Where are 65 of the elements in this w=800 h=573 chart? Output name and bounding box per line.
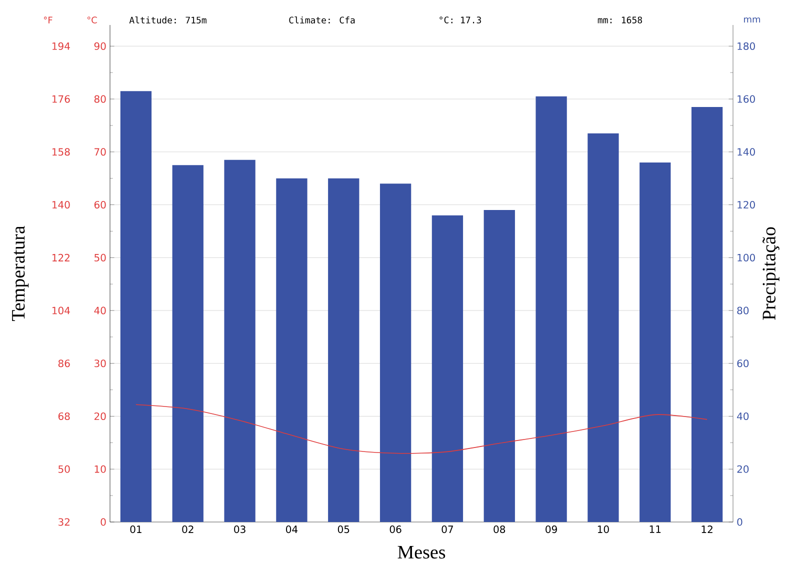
y2-tick-label: 100 [738, 254, 755, 262]
x-axis-title: Meses [398, 546, 446, 559]
y3-tick-label: 122 [52, 254, 70, 262]
y3-tick-label: 140 [52, 200, 70, 209]
bar [484, 210, 515, 522]
y-axis-title: Temperatura [12, 226, 29, 322]
text: °C [87, 16, 97, 24]
x-tick-label: 01 [130, 526, 142, 534]
y2-tick-label: 20 [737, 465, 749, 473]
x-tick-label: 03 [234, 526, 246, 534]
x-tick-label: 06 [390, 526, 402, 534]
x-tick-label: 08 [494, 526, 506, 534]
text: Altitude: 715m [129, 16, 206, 24]
x-tick-label: 07 [442, 526, 453, 534]
line-series [136, 404, 708, 454]
y2-axis-title: Precipitação [762, 227, 780, 320]
y-tick-label: 80 [94, 95, 106, 103]
bar [328, 178, 360, 522]
bar [588, 133, 619, 522]
text: °C: 17.3 [440, 16, 481, 24]
bar [172, 165, 204, 522]
y-tick-label: 20 [94, 412, 106, 420]
x-tick-label: 12 [702, 526, 712, 533]
y3-tick-label: 86 [58, 360, 70, 368]
y3-tick-label: 176 [52, 95, 70, 103]
x-tick-label: 10 [598, 526, 609, 534]
bar [224, 160, 256, 522]
text: °F [44, 16, 52, 24]
y-tick-label: 50 [94, 254, 106, 262]
bar [640, 162, 671, 522]
bar [432, 215, 464, 522]
bar [380, 184, 412, 522]
y3-tick-label: 158 [52, 148, 70, 156]
y2-tick-label: 120 [738, 200, 755, 209]
y-tick-label: 10 [94, 465, 106, 473]
x-tick-label: 11 [650, 526, 661, 533]
text: mm: 1658 [598, 16, 642, 24]
x-tick-label: 05 [338, 526, 350, 534]
x-tick-label: 09 [546, 526, 557, 534]
y2-tick-label: 140 [738, 148, 755, 156]
y-tick-label: 90 [94, 42, 106, 50]
text: mm [744, 17, 760, 23]
y-tick-label: 40 [94, 306, 106, 314]
y2-tick-label: 60 [737, 360, 749, 368]
y3-tick-label: 32 [58, 518, 70, 526]
y2-tick-label: 0 [737, 518, 742, 526]
text: Climate: Cfa [289, 16, 355, 24]
y2-tick-label: 40 [737, 412, 749, 420]
y2-tick-label: 80 [737, 306, 749, 314]
bar [691, 106, 723, 522]
y-tick-label: 60 [94, 200, 106, 209]
x-tick-label: 04 [286, 526, 298, 534]
y3-tick-label: 50 [58, 465, 70, 473]
y-tick-label: 70 [94, 148, 106, 156]
y3-tick-label: 194 [52, 42, 70, 50]
y-tick-label: 30 [94, 360, 106, 368]
y2-tick-label: 160 [738, 95, 755, 103]
bar [276, 178, 308, 522]
bar [120, 91, 152, 522]
y3-tick-label: 104 [52, 306, 70, 314]
y3-tick-label: 68 [58, 412, 70, 420]
bar [536, 96, 567, 522]
x-tick-label: 02 [182, 526, 194, 534]
y-tick-label: 0 [100, 518, 106, 526]
y2-tick-label: 180 [738, 42, 755, 50]
